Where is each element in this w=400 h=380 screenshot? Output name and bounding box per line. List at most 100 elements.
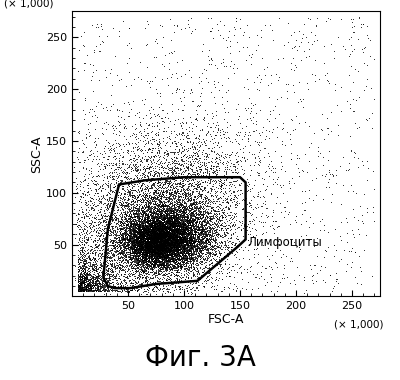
Point [186,267,192,273]
Point [247,110,254,116]
Point [251,79,258,86]
Point [148,230,155,236]
Point [166,256,172,263]
Point [195,249,201,255]
Point [148,223,155,229]
Point [150,260,157,266]
Point [164,148,170,154]
Point [175,234,181,240]
Point [127,159,134,165]
Point [192,204,198,211]
Point [81,286,87,292]
Point [194,265,200,271]
Point [146,208,153,214]
Point [121,267,127,273]
Point [121,234,128,241]
Point [155,132,161,138]
Point [161,243,167,249]
Point [162,248,168,254]
Point [120,283,127,289]
Point [80,284,86,290]
Point [144,249,150,255]
Point [113,271,120,277]
Point [199,231,206,237]
Point [139,231,145,237]
Point [132,218,138,224]
Point [137,235,143,241]
Point [168,211,174,217]
Point [93,181,99,187]
Point [145,274,152,280]
Point [207,205,214,211]
Point [218,233,225,239]
Point [155,222,162,228]
Point [210,215,216,221]
Point [171,246,177,252]
Point [136,247,142,253]
Point [132,227,138,233]
Point [358,24,365,30]
Point [240,144,246,150]
Point [139,237,146,243]
Point [217,213,224,219]
Point [76,263,82,269]
Point [166,286,173,292]
Point [170,236,176,242]
Point [142,196,148,202]
Point [191,217,198,223]
Point [155,246,161,252]
Point [80,272,86,278]
Point [199,223,205,229]
Point [204,233,210,239]
Point [140,251,147,257]
Point [126,254,132,260]
Point [140,232,147,238]
Point [130,197,136,203]
Point [158,220,165,226]
Point [244,188,250,194]
Point [88,150,94,157]
Point [152,209,158,215]
Point [157,255,163,261]
Point [237,146,243,152]
Point [158,245,165,252]
Point [186,250,192,256]
Point [158,247,164,253]
Point [142,238,148,244]
Point [268,288,274,294]
Point [162,179,168,185]
Point [158,266,164,272]
Point [175,248,181,254]
Point [206,231,213,238]
Point [149,252,155,258]
Point [98,282,104,288]
Point [174,220,180,226]
Point [122,233,128,239]
Point [182,209,189,215]
Point [157,233,164,239]
Point [164,223,170,230]
Point [119,212,126,218]
Point [158,144,164,150]
Point [165,254,172,260]
Point [118,236,125,242]
Point [168,241,174,247]
Point [156,246,163,252]
Point [159,250,165,256]
Point [185,233,191,239]
Point [162,196,168,203]
Point [149,218,155,224]
Point [160,260,166,266]
Point [190,212,196,218]
Point [133,255,139,261]
Point [120,234,126,241]
Point [115,215,121,221]
Point [151,238,158,244]
Point [164,285,171,291]
Point [130,214,136,220]
Point [105,200,112,206]
Point [168,242,174,248]
Point [181,203,187,209]
Point [91,206,97,212]
Point [148,159,154,165]
